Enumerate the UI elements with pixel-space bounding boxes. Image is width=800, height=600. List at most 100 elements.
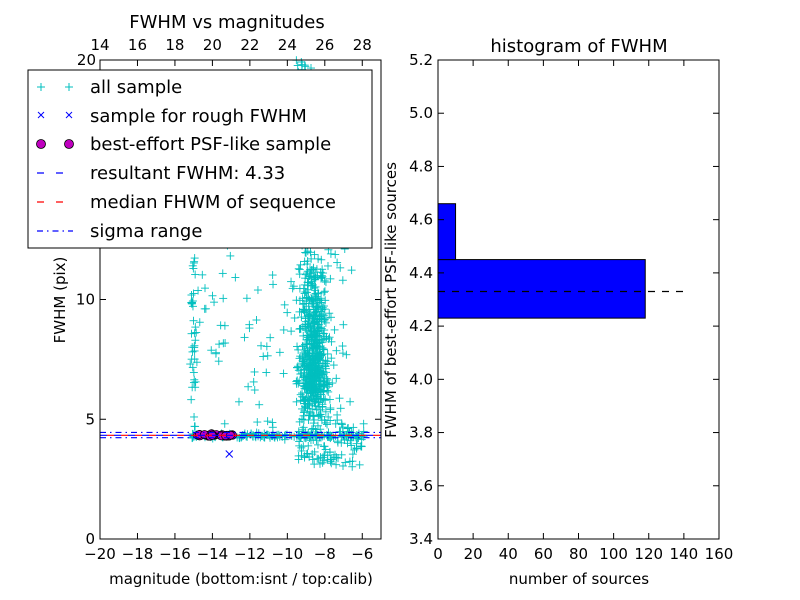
scatter-point-all-sample <box>310 460 319 469</box>
legend-label-rough-sample: sample for rough FWHM <box>90 106 307 127</box>
scatter-point-all-sample <box>192 328 201 337</box>
scatter-point-all-sample <box>312 379 321 388</box>
x-tick-label: −12 <box>234 545 266 563</box>
scatter-point-all-sample <box>189 316 198 325</box>
scatter-point-all-sample <box>307 281 316 290</box>
scatter-point-all-sample <box>200 284 209 293</box>
scatter-point-all-sample <box>313 392 322 401</box>
left-reference-lines <box>100 431 381 439</box>
scatter-point-all-sample <box>311 305 320 314</box>
scatter-point-all-sample <box>314 361 323 370</box>
scatter-point-all-sample <box>318 265 327 274</box>
top-x-tick-label: 24 <box>278 36 297 54</box>
x-tick-label: −20 <box>84 545 116 563</box>
scatter-point-all-sample <box>320 287 329 296</box>
x-tick-label: −18 <box>122 545 154 563</box>
scatter-point-all-sample <box>293 362 302 371</box>
scatter-point-all-sample <box>297 446 306 455</box>
scatter-point-all-sample <box>296 325 305 334</box>
scatter-point-all-sample <box>190 412 199 421</box>
y-tick-label: 5 <box>85 410 95 428</box>
scatter-point-all-sample <box>299 331 308 340</box>
scatter-point-all-sample <box>327 313 336 322</box>
scatter-point-all-sample <box>327 455 336 464</box>
scatter-point-all-sample <box>304 302 313 311</box>
scatter-point-all-sample <box>311 387 320 396</box>
scatter-point-all-sample <box>294 427 303 436</box>
scatter-point-all-sample <box>344 424 353 433</box>
scatter-point-all-sample <box>310 447 319 456</box>
scatter-point-all-sample <box>296 260 305 269</box>
scatter-point-all-sample <box>201 304 210 313</box>
scatter-point-all-sample <box>307 295 316 304</box>
scatter-point-all-sample <box>305 348 314 357</box>
right-x-axis-label: number of sources <box>509 570 649 588</box>
scatter-point-all-sample <box>302 353 311 362</box>
scatter-point-all-sample <box>359 427 368 436</box>
scatter-point-all-sample <box>218 269 227 278</box>
scatter-point-all-sample <box>275 348 284 357</box>
scatter-point-all-sample <box>314 254 323 263</box>
scatter-point-all-sample <box>299 305 308 314</box>
scatter-point-all-sample <box>321 407 330 416</box>
scatter-point-all-sample <box>186 360 195 369</box>
right-axis-ticks: 0 20 40 60 80 100 120 140 160 3.4 3.6 3.8 4.0 4.2 4.4 4… <box>409 51 733 563</box>
scatter-point-all-sample <box>191 270 200 279</box>
scatter-point-all-sample <box>327 432 336 441</box>
scatter-point-all-sample <box>231 273 240 282</box>
legend-plus-marker <box>37 83 73 91</box>
scatter-point-all-sample <box>299 415 308 424</box>
right-histogram-panel: 0 20 40 60 80 100 120 140 160 3.4 3.6 3.8 4.0 4.2 4.4 4… <box>382 36 733 588</box>
scatter-point-all-sample <box>335 427 344 436</box>
scatter-point-all-sample <box>321 362 330 371</box>
scatter-point-all-sample <box>325 448 334 457</box>
scatter-point-all-sample <box>319 288 328 297</box>
scatter-point-all-sample <box>327 354 336 363</box>
scatter-point-all-sample <box>187 395 196 404</box>
scatter-point-all-sample <box>325 309 334 318</box>
legend-label-psf-sample: best-effort PSF-like sample <box>90 134 331 155</box>
scatter-point-all-sample <box>321 278 330 287</box>
scatter-point-all-sample <box>348 450 357 459</box>
scatter-point-all-sample <box>346 397 355 406</box>
scatter-point-all-sample <box>297 313 306 322</box>
scatter-point-all-sample <box>355 460 364 469</box>
scatter-point-all-sample <box>339 320 348 329</box>
scatter-point-all-sample <box>330 325 339 334</box>
scatter-point-all-sample <box>333 258 342 267</box>
scatter-point-all-sample <box>295 265 304 274</box>
scatter-point-all-sample <box>326 274 335 283</box>
scatter-point-all-sample <box>311 312 320 321</box>
left-y-axis-label: FWHM (pix) <box>51 257 69 344</box>
legend-circle-marker <box>64 139 74 149</box>
scatter-point-all-sample <box>311 273 320 282</box>
right-chart-title: histogram of FWHM <box>490 36 667 57</box>
scatter-point-all-sample <box>190 254 199 263</box>
scatter-point-all-sample <box>310 275 319 284</box>
y-tick-label: 5.0 <box>409 104 433 122</box>
scatter-point-all-sample <box>336 263 345 272</box>
scatter-point-all-sample <box>299 357 308 366</box>
scatter-point-all-sample <box>299 411 308 420</box>
top-x-tick-label: 14 <box>90 36 109 54</box>
scatter-point-all-sample <box>327 337 336 346</box>
scatter-point-all-sample <box>191 336 200 345</box>
scatter-point-all-sample <box>215 340 224 349</box>
scatter-point-all-sample <box>347 266 356 275</box>
scatter-point-all-sample <box>309 412 318 421</box>
scatter-point-all-sample <box>353 434 362 443</box>
scatter-point-all-sample <box>280 435 289 444</box>
scatter-point-all-sample <box>332 374 341 383</box>
x-tick-label: 120 <box>634 545 663 563</box>
scatter-point-all-sample <box>266 333 275 342</box>
scatter-point-all-sample <box>287 327 296 336</box>
scatter-point-all-sample <box>329 361 338 370</box>
scatter-point-all-sample <box>310 318 319 327</box>
scatter-point-all-sample <box>300 257 309 266</box>
scatter-point-all-sample <box>301 274 310 283</box>
scatter-point-all-sample <box>319 269 328 278</box>
scatter-point-all-sample <box>288 284 297 293</box>
scatter-point-all-sample <box>319 350 328 359</box>
scatter-point-all-sample <box>310 397 319 406</box>
scatter-point-all-sample <box>307 266 316 275</box>
